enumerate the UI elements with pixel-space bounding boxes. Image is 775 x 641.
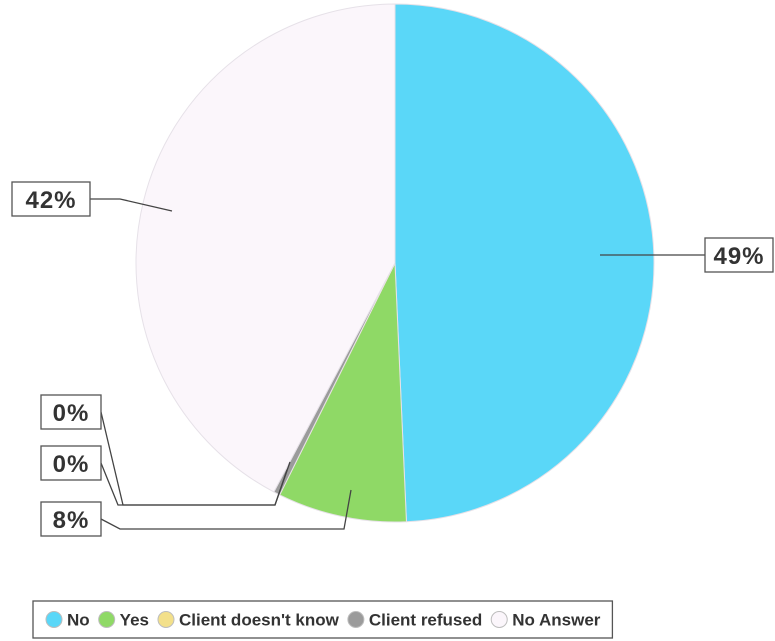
legend-swatch-client-refused (347, 611, 365, 628)
legend-label-no: No (67, 611, 90, 630)
legend-swatch-client-doesn-t-know (157, 611, 175, 628)
legend-swatch-no (45, 611, 63, 628)
label-box-yes (40, 501, 102, 537)
label-box-no-answer (11, 181, 91, 217)
slice-labels: 49% 8% 0% 0% 42% (11, 181, 774, 537)
slice-label-no-answer: 42% (25, 187, 76, 214)
label-box-no (704, 237, 774, 273)
label-box-client-refused (40, 445, 102, 481)
legend-frame (32, 600, 614, 639)
pie-slice-no (394, 3, 655, 523)
legend-label-client-doesn-t-know: Client doesn't know (179, 611, 340, 630)
legend-label-client-refused: Client refused (369, 611, 482, 630)
leader-lines (90, 198, 705, 530)
pie-slices (135, 3, 655, 523)
legend-label-no-answer: No Answer (512, 611, 601, 630)
legend: No Yes Client doesn't know Client refused No… (32, 600, 614, 639)
leader-line-yes (100, 489, 352, 530)
legend-label-yes: Yes (120, 611, 149, 630)
pie-slice-no-answer (135, 3, 396, 493)
label-box-client-doesn-t-know (40, 394, 102, 430)
slice-label-yes: 8% (53, 507, 90, 534)
pie-slice-yes (279, 261, 407, 523)
slice-label-client-refused: 0% (53, 451, 90, 478)
slice-label-client-doesn-t-know: 0% (53, 400, 90, 427)
leader-line-no-answer (90, 198, 173, 212)
slice-label-no: 49% (713, 243, 764, 270)
legend-swatch-no-answer (490, 611, 508, 628)
leader-line-client-refused (100, 462, 288, 506)
legend-swatch-yes (98, 611, 116, 628)
